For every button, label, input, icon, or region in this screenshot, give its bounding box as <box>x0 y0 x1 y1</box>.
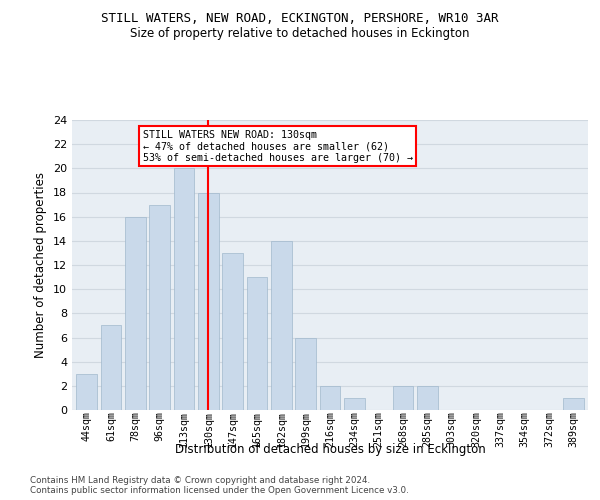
Bar <box>344 398 365 410</box>
Y-axis label: Number of detached properties: Number of detached properties <box>34 172 47 358</box>
Text: Size of property relative to detached houses in Eckington: Size of property relative to detached ho… <box>130 28 470 40</box>
Bar <box>76 374 97 410</box>
Bar <box>173 168 194 410</box>
Bar <box>392 386 413 410</box>
Text: Distribution of detached houses by size in Eckington: Distribution of detached houses by size … <box>175 442 485 456</box>
Bar <box>563 398 584 410</box>
Bar <box>295 338 316 410</box>
Bar <box>149 204 170 410</box>
Bar <box>417 386 438 410</box>
Bar <box>101 326 121 410</box>
Text: STILL WATERS, NEW ROAD, ECKINGTON, PERSHORE, WR10 3AR: STILL WATERS, NEW ROAD, ECKINGTON, PERSH… <box>101 12 499 26</box>
Text: STILL WATERS NEW ROAD: 130sqm
← 47% of detached houses are smaller (62)
53% of s: STILL WATERS NEW ROAD: 130sqm ← 47% of d… <box>143 130 413 163</box>
Bar <box>247 277 268 410</box>
Bar <box>222 253 243 410</box>
Bar <box>320 386 340 410</box>
Bar <box>198 192 218 410</box>
Text: Contains HM Land Registry data © Crown copyright and database right 2024.
Contai: Contains HM Land Registry data © Crown c… <box>30 476 409 495</box>
Bar <box>271 241 292 410</box>
Bar <box>125 216 146 410</box>
